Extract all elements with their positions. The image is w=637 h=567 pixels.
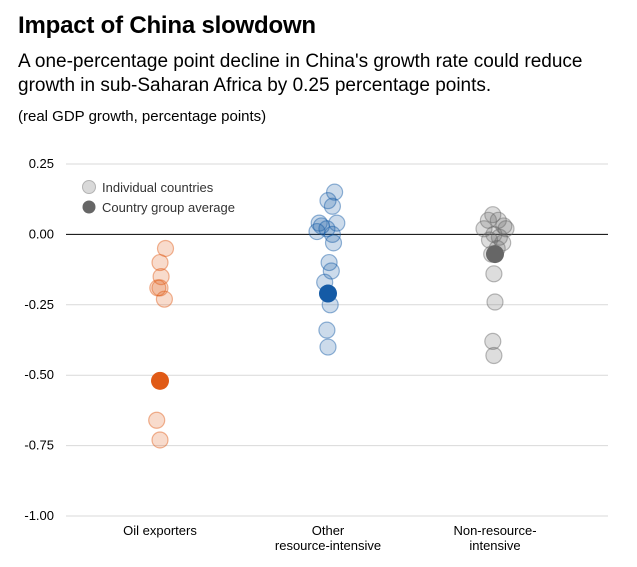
individual-country-point	[323, 197, 341, 215]
individual-country-point	[485, 225, 503, 243]
individual-country-point	[151, 279, 169, 297]
legend-average-marker	[82, 200, 96, 214]
individual-country-point	[495, 217, 513, 235]
individual-country-point	[308, 222, 326, 241]
individual-country-point	[475, 220, 493, 238]
y-tick-label: -0.25	[24, 297, 54, 312]
individual-country-point	[310, 214, 328, 232]
units-label: (real GDP growth, percentage points)	[18, 108, 267, 125]
individual-country-point	[486, 293, 504, 311]
individual-country-point	[323, 225, 341, 243]
category-group	[475, 206, 515, 365]
group-average-point	[319, 284, 337, 303]
individual-country-point	[479, 211, 497, 229]
individual-country-point	[485, 265, 503, 283]
individual-country-point	[328, 214, 346, 232]
category-label: Oil exporters	[123, 523, 197, 538]
group-average-point	[151, 371, 169, 390]
individual-country-point	[322, 262, 340, 280]
y-tick-label: -1.00	[24, 508, 54, 523]
category-group	[308, 183, 346, 356]
individual-country-point	[319, 338, 337, 356]
category-group	[148, 239, 175, 449]
legend-individual-label: Individual countries	[102, 180, 214, 195]
individual-country-point	[484, 206, 502, 224]
category-label: Non-resource-	[453, 523, 536, 538]
data-points	[148, 183, 515, 449]
category-label: Other	[312, 523, 345, 538]
individual-country-point	[155, 290, 173, 308]
category-label: intensive	[469, 538, 520, 553]
individual-country-point	[485, 346, 503, 365]
chart-title: Impact of China slowdown	[18, 12, 316, 39]
individual-country-point	[320, 253, 338, 272]
individual-country-point	[151, 253, 169, 272]
chart-subtitle: A one-percentage point decline in China'…	[18, 51, 583, 96]
y-axis: 0.25 0.00 -0.25 -0.50 -0.75 -1.00	[24, 156, 54, 523]
individual-country-point	[497, 220, 515, 238]
individual-country-point	[324, 234, 343, 252]
individual-country-point	[490, 228, 508, 246]
y-tick-label: -0.75	[24, 438, 54, 453]
individual-country-point	[489, 211, 507, 229]
legend: Individual countries Country group averag…	[82, 180, 235, 215]
legend-average-label: Country group average	[102, 200, 235, 215]
individual-country-point	[484, 332, 502, 351]
individual-country-point	[326, 183, 344, 201]
y-tick-label: 0.25	[29, 156, 54, 171]
individual-country-point	[318, 321, 336, 339]
category-label: resource-intensive	[275, 538, 381, 553]
individual-country-point	[148, 411, 166, 429]
legend-individual-marker	[82, 180, 96, 194]
individual-country-point	[151, 431, 169, 449]
individual-country-point	[152, 268, 170, 286]
individual-country-point	[149, 279, 167, 297]
individual-country-point	[319, 192, 337, 210]
y-tick-label: -0.50	[24, 367, 54, 382]
y-tick-label: 0.00	[29, 226, 54, 241]
individual-country-point	[312, 217, 330, 235]
individual-country-point	[156, 239, 175, 258]
group-average-point	[486, 245, 504, 264]
individual-country-point	[318, 220, 336, 238]
